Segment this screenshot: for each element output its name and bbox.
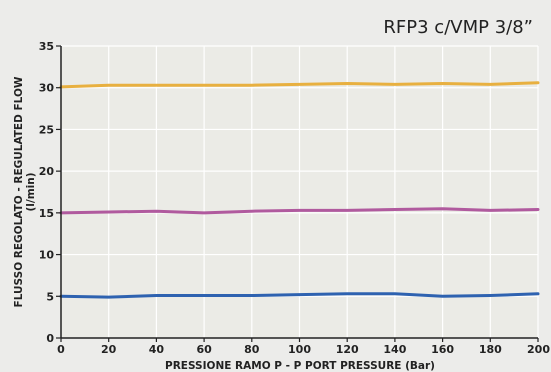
x-tick-label-3: 60 (196, 343, 212, 356)
x-tick-label-8: 160 (431, 343, 454, 356)
y-tick-labels: 0 5 10 15 20 25 30 35 (39, 40, 61, 345)
x-tick-label-0: 0 (57, 343, 65, 356)
x-tick-label-1: 20 (101, 343, 117, 356)
y-tick-label-0: 0 (46, 332, 54, 345)
x-tick-label-7: 140 (383, 343, 406, 356)
y-tick-label-5: 25 (39, 123, 54, 136)
x-tick-label-2: 40 (149, 343, 165, 356)
y-axis-unit: (l/min) (25, 172, 37, 211)
x-axis-label: PRESSIONE RAMO P - P PORT PRESSURE (Bar) (165, 360, 435, 372)
y-tick-label-7: 35 (39, 40, 54, 53)
y-axis-label: FLUSSO REGOLATO - REGULATED FLOW (13, 76, 25, 307)
series-layer (59, 81, 540, 299)
x-tick-label-4: 80 (244, 343, 260, 356)
x-tick-labels: 0 20 40 60 80 100 120 140 160 180 200 (57, 338, 550, 356)
series-line-1 (59, 207, 540, 215)
y-tick-label-4: 20 (39, 165, 55, 178)
x-tick-label-10: 200 (527, 343, 550, 356)
x-tick-label-6: 120 (336, 343, 359, 356)
series-line-2 (59, 292, 540, 299)
y-tick-label-3: 15 (39, 207, 54, 220)
series-line-0 (59, 81, 540, 89)
y-tick-label-6: 30 (39, 82, 55, 95)
x-tick-label-5: 100 (288, 343, 311, 356)
x-tick-label-9: 180 (479, 343, 502, 356)
y-tick-label-2: 10 (39, 249, 55, 262)
y-tick-label-1: 5 (46, 290, 54, 303)
chart-title: RFP3 c/VMP 3/8” (383, 17, 533, 38)
